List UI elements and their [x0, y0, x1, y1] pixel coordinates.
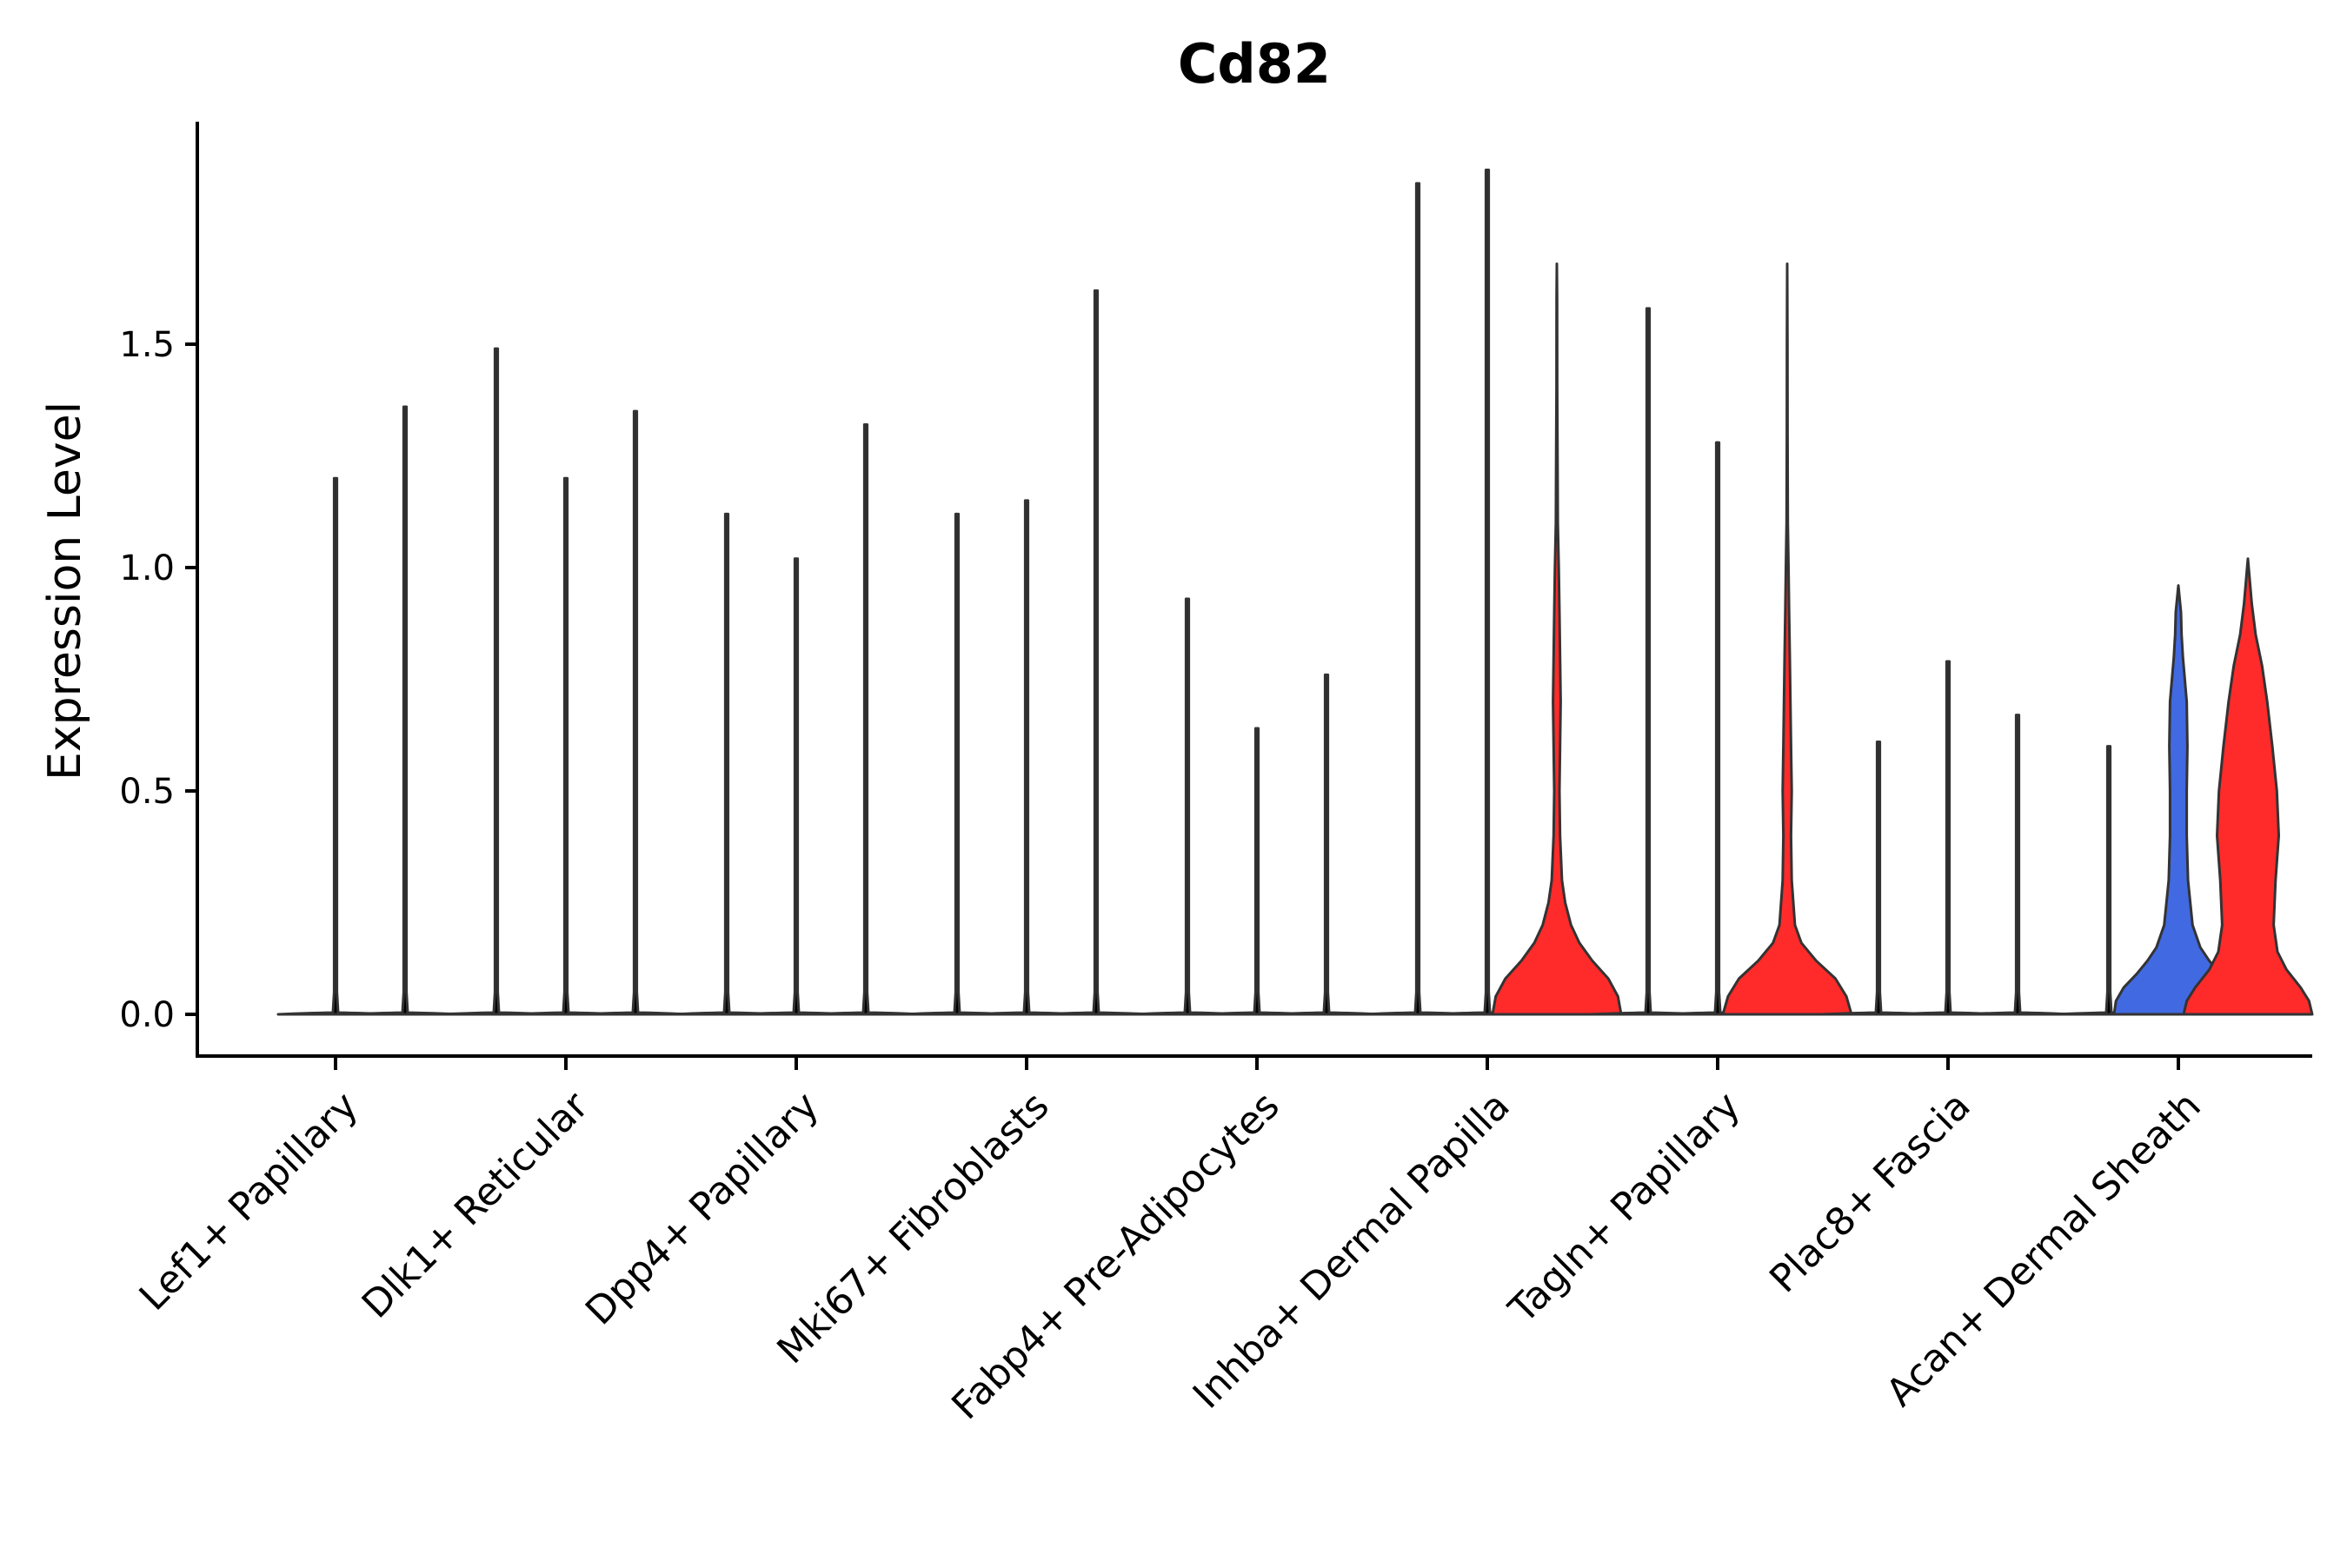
violin-10	[1037, 289, 1155, 1016]
y-axis-title: Expression Level	[39, 402, 91, 781]
violin-12	[1198, 727, 1316, 1016]
violin-15	[1428, 169, 1546, 1016]
violin-2	[437, 347, 555, 1016]
x-tick-label-7: Plac8+ Fascia	[1761, 1084, 1979, 1302]
violin-19	[1721, 262, 1853, 1016]
x-tick-label-6: Tagln+ Papillary	[1500, 1084, 1749, 1332]
y-tick-label-2: 1.0	[119, 548, 175, 588]
violin-5	[668, 512, 786, 1016]
violin-17	[1589, 307, 1707, 1016]
y-tick-label-1: 0.5	[119, 772, 175, 812]
violin-14	[1359, 182, 1477, 1016]
y-ticks: 0.0 0.5 1.0 1.5	[119, 325, 197, 1035]
violin-7	[807, 423, 925, 1016]
y-tick-label-3: 1.5	[119, 325, 175, 365]
violin-1	[346, 405, 464, 1016]
axes	[196, 122, 2312, 1058]
violin-9	[967, 499, 1086, 1016]
violin-24	[2112, 584, 2244, 1016]
x-tick-label-0: Lef1+ Papillary	[131, 1084, 367, 1319]
violin-0	[276, 476, 395, 1016]
x-tick-label-2: Dpp4+ Papillary	[577, 1084, 828, 1334]
violin-4	[576, 409, 695, 1016]
x-tick-label-1: Dlk1+ Reticular	[354, 1083, 598, 1327]
violin-11	[1128, 597, 1247, 1016]
violin-3	[507, 476, 625, 1016]
violin-20	[1819, 740, 1938, 1016]
violin-25	[2182, 557, 2314, 1016]
violin-13	[1267, 673, 1386, 1016]
violin-21	[1889, 660, 2007, 1016]
violin-18	[1659, 441, 1777, 1016]
chart-title: Cd82	[1178, 32, 1331, 96]
y-tick-label-0: 0.0	[119, 995, 175, 1035]
violin-22	[1958, 714, 2077, 1016]
violin-6	[737, 557, 855, 1016]
violin-group	[276, 169, 2314, 1016]
violin-8	[898, 512, 1016, 1016]
violin-16	[1491, 262, 1623, 1016]
